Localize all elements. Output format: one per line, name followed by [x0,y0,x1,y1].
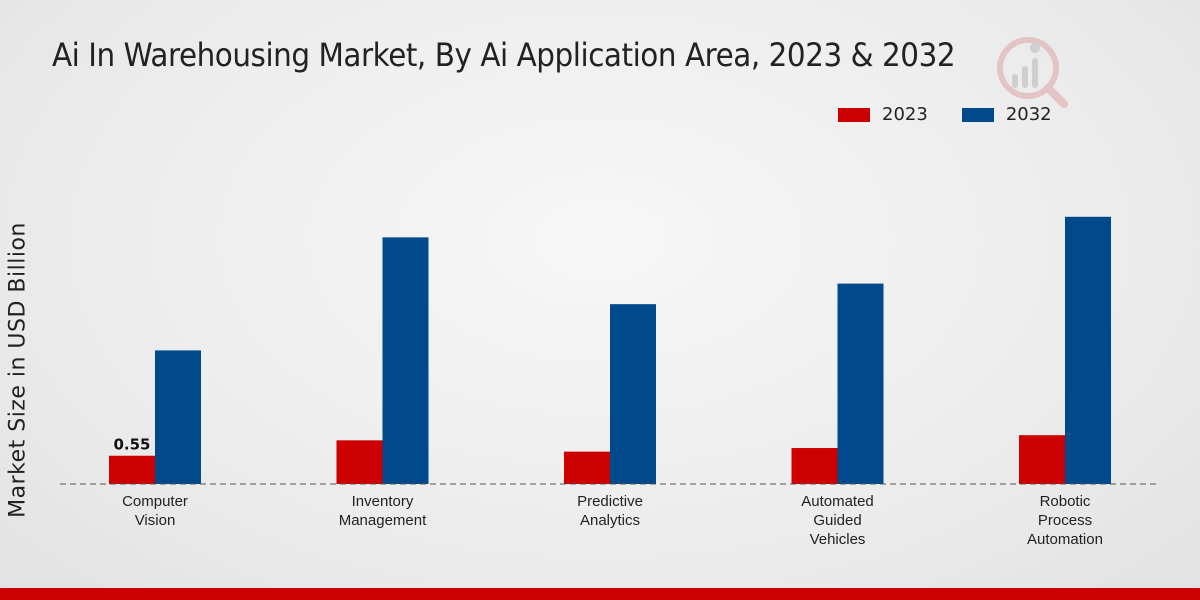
x-tick-label-2: Predictive Analytics [577,493,643,529]
legend-swatch-2032 [961,107,994,122]
legend-item-2023: 2023 [838,104,928,125]
brand-logo-icon [997,37,1068,108]
x-tick-label-0: Computer Vision [122,493,188,529]
bar-2023-3 [791,448,838,484]
bar-2032-0 [155,350,201,484]
legend-label-2032: 2032 [1005,104,1052,125]
bottom-accent-bar [0,588,1200,600]
x-tick-label-3: Automated Guided Vehicles [801,493,874,548]
bar-2032-2 [610,304,656,484]
bar-2023-0 [109,455,155,484]
bar-2032-4 [1065,216,1111,485]
legend-swatch-2023 [838,107,870,122]
legend-label-2023: 2023 [882,104,928,125]
bar-2023-2 [564,451,610,484]
chart-title: Ai In Warehousing Market, By Ai Applicat… [52,36,956,74]
legend: 2023 2032 [838,104,1086,125]
x-tick-label-1: Inventory Management [339,493,427,529]
data-label-0: 0.55 [113,436,150,454]
bar-2023-4 [1019,435,1065,484]
bar-2032-1 [382,237,429,484]
bar-2023-1 [336,440,383,484]
x-tick-label-4: Robotic Process Automation [1027,493,1103,548]
legend-item-2032: 2032 [961,104,1052,125]
bar-2032-3 [837,283,884,484]
